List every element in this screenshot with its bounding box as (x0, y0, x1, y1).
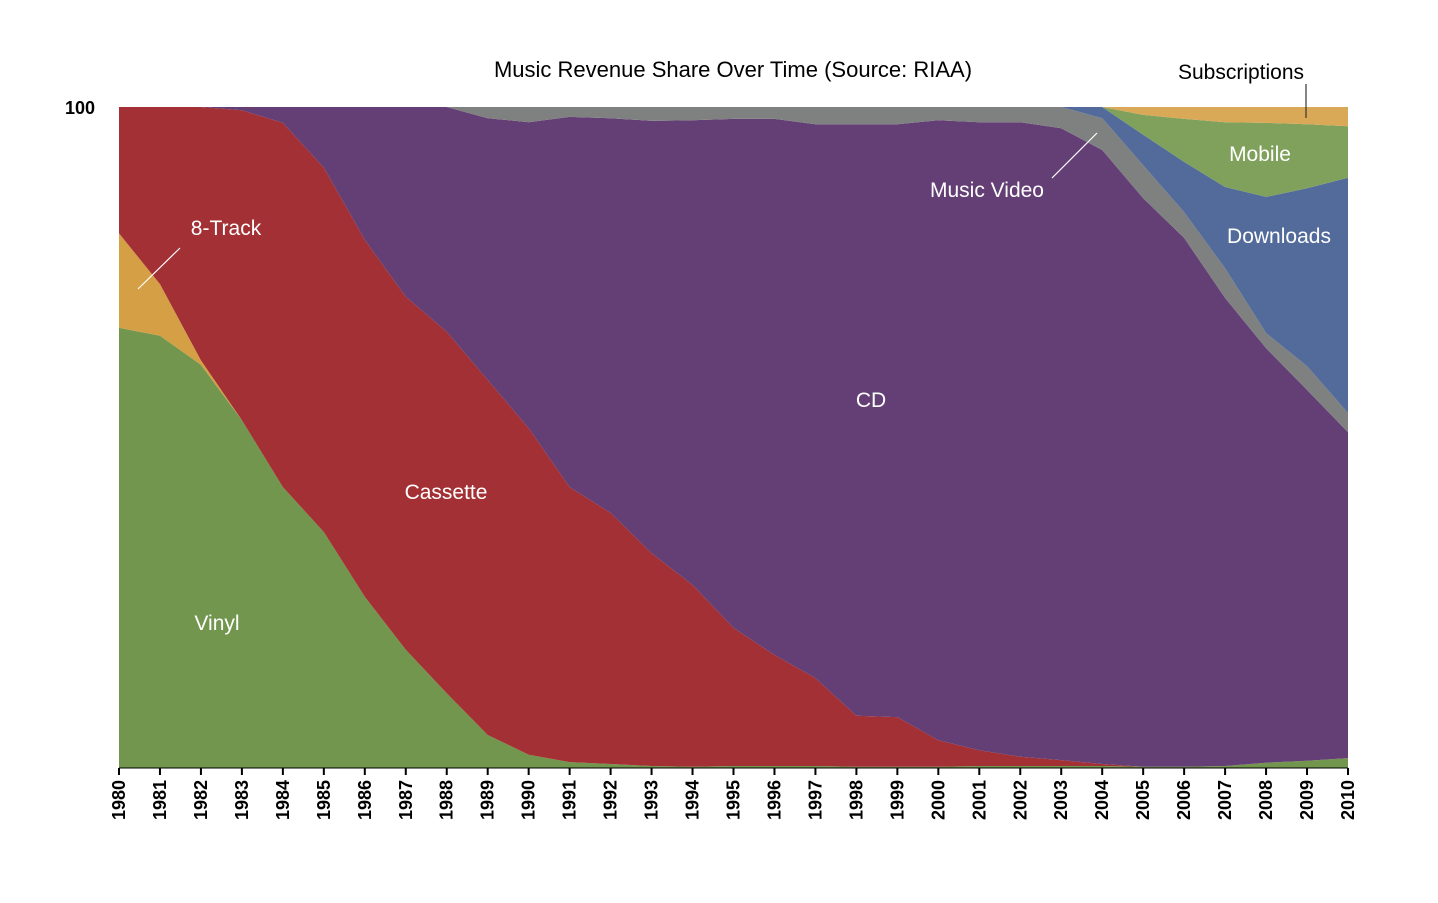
label-downloads: Downloads (1227, 225, 1331, 248)
x-tick-label: 1984 (273, 780, 293, 820)
x-tick-label: 1991 (560, 780, 580, 820)
x-tick-label: 2007 (1215, 780, 1235, 820)
x-tick-label: 1981 (150, 780, 170, 820)
x-tick-label: 2009 (1297, 780, 1317, 820)
area-cassette (119, 107, 1348, 767)
label-vinyl: Vinyl (194, 612, 239, 635)
area-cd (119, 107, 1348, 767)
label-8-track: 8-Track (191, 217, 262, 240)
x-tick-label: 2002 (1010, 780, 1030, 820)
label-cd: CD (856, 389, 886, 412)
label-subscriptions: Subscriptions (1178, 61, 1304, 84)
series-labels: Vinyl 8-Track Cassette CD Music Video Downloa… (137, 61, 1331, 635)
x-tick-label: 2006 (1174, 780, 1194, 820)
area-vinyl (119, 327, 1348, 768)
x-tick-label: 1985 (314, 780, 334, 820)
x-tick-label: 1997 (805, 780, 825, 820)
x-tick-label: 2008 (1256, 780, 1276, 820)
x-tick-label: 1980 (109, 780, 129, 820)
x-tick-label: 2005 (1133, 780, 1153, 820)
x-tick-label: 1994 (683, 780, 703, 820)
area-subscriptions (119, 107, 1348, 127)
x-tick-label: 1996 (764, 780, 784, 820)
chart-title: Music Revenue Share Over Time (Source: R… (494, 57, 972, 82)
label-cassette: Cassette (405, 481, 488, 504)
label-mobile: Mobile (1229, 143, 1291, 166)
x-tick-label: 1988 (437, 780, 457, 820)
x-tick-label: 1993 (642, 780, 662, 820)
leader-line-8-track (137, 247, 181, 290)
x-tick-label: 1982 (191, 780, 211, 820)
x-tick-label: 2000 (928, 780, 948, 820)
y-tick-label: 100 (65, 98, 95, 118)
area-layers (119, 107, 1348, 768)
label-music-video: Music Video (930, 179, 1044, 202)
x-tick-label: 1983 (232, 780, 252, 820)
x-axis: 1980 1981 1982 1983 1984 1985 1986 1987 1988 1989… (109, 767, 1358, 820)
x-tick-label: 1999 (887, 780, 907, 820)
x-tick-label: 2003 (1051, 780, 1071, 820)
x-tick-label: 2010 (1338, 780, 1358, 820)
x-tick-label: 1995 (724, 780, 744, 820)
x-tick-label: 2001 (969, 780, 989, 820)
x-tick-label: 1989 (478, 780, 498, 820)
x-tick-label: 1987 (396, 780, 416, 820)
x-tick-label: 1998 (846, 780, 866, 820)
leader-line-music-video (1051, 132, 1098, 179)
x-tick-label: 1992 (601, 780, 621, 820)
x-tick-label: 2004 (1092, 780, 1112, 820)
x-tick-label: 1990 (519, 780, 539, 820)
x-tick-label: 1986 (355, 780, 375, 820)
